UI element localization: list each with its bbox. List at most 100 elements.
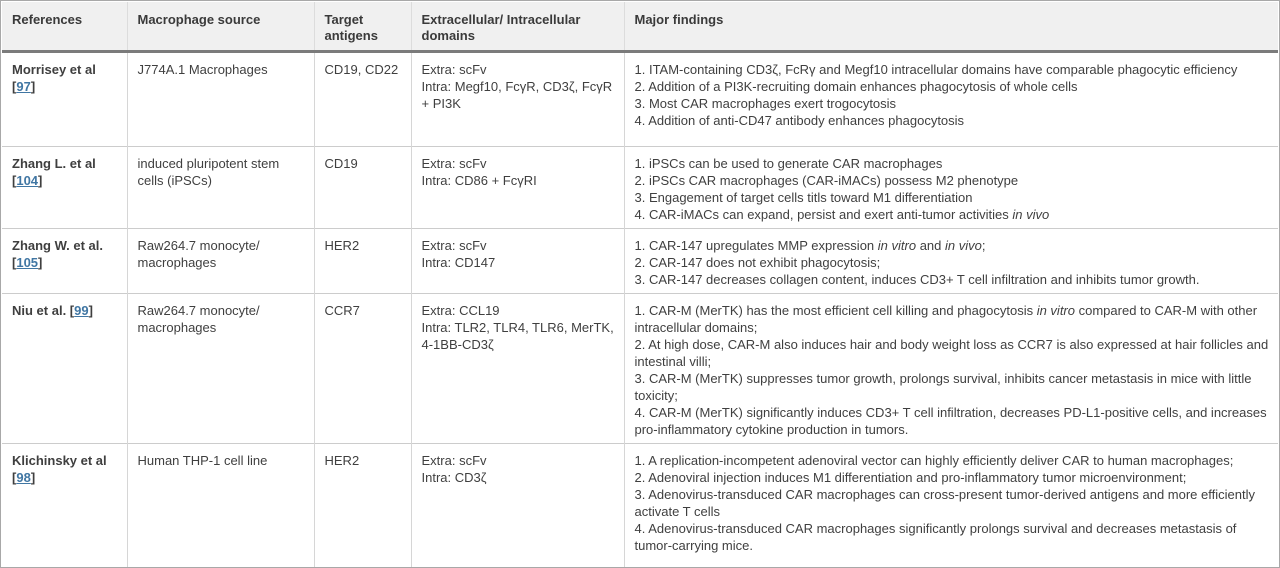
finding-text: 3. CAR-M (MerTK) suppresses tumor growth… [634, 371, 1252, 403]
target-antigens-cell: CCR7 [313, 293, 411, 444]
finding-text: 1. CAR-147 upregulates MMP expression [634, 238, 878, 253]
reference-name: Zhang W. et al. [12, 238, 104, 253]
reference-bracket: [105] [12, 255, 43, 270]
finding-text: ; [981, 238, 986, 253]
domain-line: Extra: scFv [421, 62, 487, 77]
table-body: Morrisey et al [97] J774A.1 Macrophages CD… [2, 51, 1278, 567]
finding-text: 4. CAR-M (MerTK) significantly induces C… [634, 405, 1267, 437]
table-row: Zhang L. et al [104] induced pluripotent … [2, 146, 1278, 229]
reference-link[interactable]: 99 [74, 303, 89, 318]
reference-name: Klichinsky et al [12, 453, 107, 468]
reference-name: Morrisey et al [12, 62, 96, 77]
domain-line: Intra: Megf10, FcγR, CD3ζ, FcγR + PI3K [421, 79, 613, 111]
domain-line: Intra: CD86 + FcγRI [421, 173, 537, 188]
reference-name: Niu et al. [12, 303, 70, 318]
column-header-macrophage-source: Macrophage source [126, 2, 314, 53]
finding-item: 1. ITAM-containing CD3ζ, FcRγ and Megf10… [635, 61, 1271, 78]
finding-item: 2. iPSCs CAR macrophages (CAR-iMACs) pos… [635, 172, 1271, 189]
finding-text: 2. CAR-147 does not exhibit phagocytosis… [634, 255, 881, 270]
finding-item: 3. Adenovirus-transduced CAR macrophages… [635, 486, 1271, 520]
major-findings-cell: 1. CAR-M (MerTK) has the most efficient … [623, 293, 1278, 444]
domain-line: Extra: CCL19 [421, 303, 500, 318]
major-findings-cell: 1. A replication-incompetent adenoviral … [623, 443, 1278, 567]
finding-item: 1. iPSCs can be used to generate CAR mac… [635, 155, 1271, 172]
target-antigens-cell: CD19, CD22 [313, 51, 411, 147]
domain-line: Extra: scFv [421, 453, 487, 468]
finding-text: 2. At high dose, CAR-M also induces hair… [634, 337, 1269, 369]
references-cell: Klichinsky et al [98] [2, 443, 127, 567]
finding-text: 2. iPSCs CAR macrophages (CAR-iMACs) pos… [634, 173, 1019, 188]
finding-text: 3. Adenovirus-transduced CAR macrophages… [634, 487, 1255, 519]
domain-line: Intra: TLR2, TLR4, TLR6, MerTK, 4-1BB-CD… [421, 320, 614, 352]
finding-text: 1. iPSCs can be used to generate CAR mac… [634, 156, 943, 171]
references-cell: Niu et al. [99] [2, 293, 127, 444]
macrophage-source-cell: Raw264.7 monocyte/ macrophages [126, 293, 314, 444]
finding-text: in vitro [877, 238, 917, 253]
domains-cell: Extra: scFv Intra: Megf10, FcγR, CD3ζ, Fc… [410, 51, 624, 147]
finding-item: 3. CAR-147 decreases collagen content, i… [635, 271, 1271, 288]
finding-item: 2. Adenoviral injection induces M1 diffe… [635, 469, 1271, 486]
domain-line: Extra: scFv [421, 156, 487, 171]
finding-text: 4. CAR-iMACs can expand, persist and exe… [634, 207, 1013, 222]
finding-item: 2. CAR-147 does not exhibit phagocytosis… [635, 254, 1271, 271]
finding-text: 1. CAR-M (MerTK) has the most efficient … [634, 303, 1037, 318]
macrophage-source-cell: Human THP-1 cell line [126, 443, 314, 567]
finding-text: 3. Engagement of target cells titls towa… [634, 190, 973, 205]
table-row: Morrisey et al [97] J774A.1 Macrophages CD… [2, 51, 1278, 147]
finding-item: 2. At high dose, CAR-M also induces hair… [635, 336, 1271, 370]
finding-text: 1. ITAM-containing CD3ζ, FcRγ and Megf10… [634, 62, 1238, 77]
reference-link[interactable]: 98 [16, 470, 31, 485]
finding-text: 2. Adenoviral injection induces M1 diffe… [634, 470, 1187, 485]
finding-text: 4. Addition of anti-CD47 antibody enhanc… [634, 113, 965, 128]
finding-text: 3. CAR-147 decreases collagen content, i… [634, 272, 1200, 287]
column-header-domains: Extracellular/ Intracellular domains [410, 2, 624, 53]
finding-text: 2. Addition of a PI3K-recruiting domain … [634, 79, 1078, 94]
column-header-target-antigens: Target antigens [313, 2, 411, 53]
finding-text: in vivo [1012, 207, 1050, 222]
macrophage-source-cell: J774A.1 Macrophages [126, 51, 314, 147]
finding-item: 1. A replication-incompetent adenoviral … [635, 452, 1271, 469]
finding-item: 4. Adenovirus-transduced CAR macrophages… [635, 520, 1271, 554]
reference-name: Zhang L. et al [12, 156, 96, 171]
domains-cell: Extra: scFv Intra: CD3ζ [410, 443, 624, 567]
reference-link[interactable]: 97 [16, 79, 31, 94]
table-row: Zhang W. et al. [105] Raw264.7 monocyte/ … [2, 228, 1278, 294]
finding-item: 3. CAR-M (MerTK) suppresses tumor growth… [635, 370, 1271, 404]
reference-bracket: [98] [12, 470, 36, 485]
reference-bracket: [104] [12, 173, 43, 188]
table-row: Niu et al. [99] Raw264.7 monocyte/ macrop… [2, 293, 1278, 444]
reference-link[interactable]: 104 [16, 173, 39, 188]
domain-line: Extra: scFv [421, 238, 487, 253]
target-antigens-cell: HER2 [313, 228, 411, 294]
finding-text: 3. Most CAR macrophages exert trogocytos… [634, 96, 897, 111]
finding-item: 4. CAR-M (MerTK) significantly induces C… [635, 404, 1271, 438]
domain-line: Intra: CD147 [421, 255, 496, 270]
domain-line: Intra: CD3ζ [421, 470, 487, 485]
finding-text: 1. A replication-incompetent adenoviral … [634, 453, 1234, 468]
reference-link[interactable]: 105 [16, 255, 39, 270]
domains-cell: Extra: scFv Intra: CD86 + FcγRI [410, 146, 624, 229]
finding-item: 4. Addition of anti-CD47 antibody enhanc… [635, 112, 1271, 129]
domains-cell: Extra: CCL19 Intra: TLR2, TLR4, TLR6, Mer… [410, 293, 624, 444]
finding-item: 3. Most CAR macrophages exert trogocytos… [635, 95, 1271, 112]
finding-text: compared to CAR-M with other intracellul… [634, 303, 1258, 335]
column-header-major-findings: Major findings [623, 2, 1278, 53]
target-antigens-cell: CD19 [313, 146, 411, 229]
finding-item: 1. CAR-M (MerTK) has the most efficient … [635, 302, 1271, 336]
references-cell: Zhang W. et al. [105] [2, 228, 127, 294]
major-findings-cell: 1. CAR-147 upregulates MMP expression in… [623, 228, 1278, 294]
domains-cell: Extra: scFv Intra: CD147 [410, 228, 624, 294]
target-antigens-cell: HER2 [313, 443, 411, 567]
finding-item: 3. Engagement of target cells titls towa… [635, 189, 1271, 206]
references-cell: Morrisey et al [97] [2, 52, 127, 147]
reference-bracket: [99] [69, 303, 93, 318]
finding-item: 2. Addition of a PI3K-recruiting domain … [635, 78, 1271, 95]
macrophage-source-cell: induced pluripotent stem cells (iPSCs) [126, 146, 314, 229]
header-row: References Macrophage source Target anti… [2, 2, 1278, 53]
finding-item: 4. CAR-iMACs can expand, persist and exe… [635, 206, 1271, 223]
finding-text: 4. Adenovirus-transduced CAR macrophages… [634, 521, 1237, 553]
table-row: Klichinsky et al [98] Human THP-1 cell li… [2, 443, 1278, 567]
column-header-references: References [2, 2, 127, 53]
